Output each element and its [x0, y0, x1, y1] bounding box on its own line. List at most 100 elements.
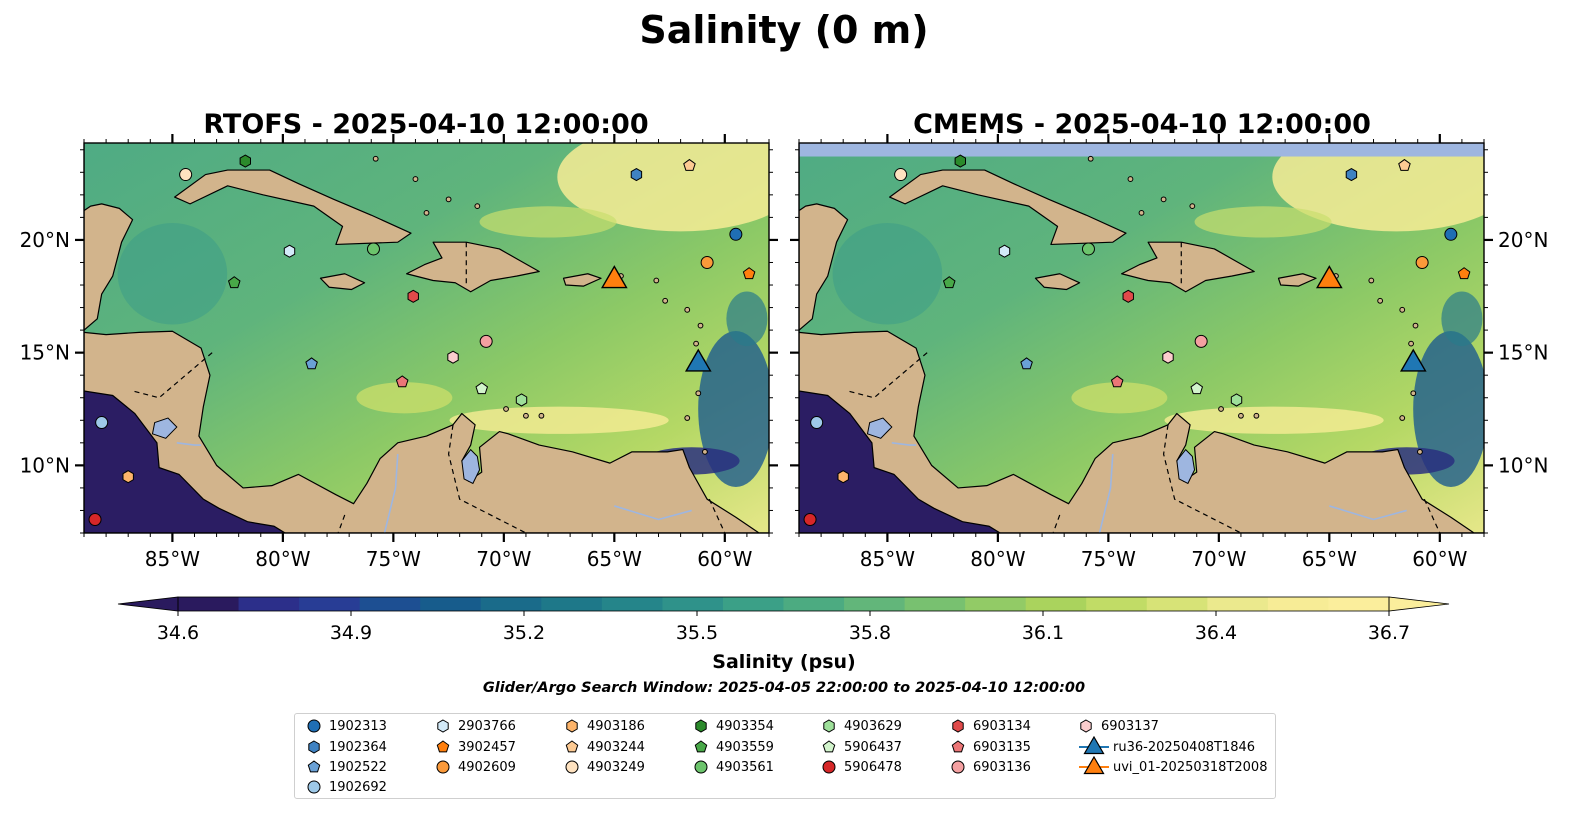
legend-item-4903249: 4903249: [565, 757, 645, 777]
float-marker-1902522: [1020, 357, 1033, 370]
float-marker-2903766: [283, 244, 296, 258]
island: [695, 390, 702, 397]
legend-item-5906437: 5906437: [822, 737, 902, 757]
land-jamaica: [319, 273, 366, 291]
legend-marker-6903135: [951, 740, 965, 753]
legend-item-6903136: 6903136: [951, 757, 1031, 777]
island: [1218, 406, 1224, 412]
legend-label: 4903561: [716, 759, 774, 775]
legend-label: 6903136: [973, 759, 1031, 775]
land-jamaica: [1034, 273, 1081, 291]
float-marker-1902692: [810, 416, 824, 430]
river: [383, 454, 399, 533]
float-marker-4902609: [700, 255, 714, 269]
island: [1189, 203, 1196, 210]
island: [702, 448, 708, 455]
legend-marker-6903136: [951, 760, 965, 774]
island: [1127, 176, 1134, 182]
legend-marker: [1079, 756, 1109, 775]
map-frame: [798, 142, 1485, 534]
legend-item-4903354: 4903354: [694, 716, 774, 736]
float-marker-4903249: [894, 168, 908, 182]
search-window-text: Glider/Argo Search Window: 2025-04-05 22…: [483, 680, 1085, 696]
float-marker-4903559: [227, 276, 241, 289]
glider-marker-ru36-20250408T1846: [1399, 348, 1427, 372]
float-marker-1902313: [1444, 227, 1458, 241]
float-marker-1902364: [1345, 167, 1358, 182]
legend-marker: [823, 719, 835, 733]
legend-label: 4903186: [587, 718, 645, 734]
colorbar-extend-low: [117, 596, 179, 612]
river: [1329, 505, 1407, 521]
colorbar-extend-high: [1388, 596, 1450, 612]
colorbar-tick-label: 35.8: [849, 622, 891, 644]
float-marker-6903135: [1110, 375, 1124, 388]
island: [503, 406, 509, 412]
colorbar-segment: [722, 597, 785, 611]
legend-item-3902457: 3902457: [436, 737, 516, 757]
float-marker-1902364: [630, 167, 643, 182]
island: [697, 322, 704, 329]
legend-label: 4903559: [716, 739, 774, 755]
lon-tick-label: 80°W: [255, 547, 310, 571]
float-marker-4903354: [239, 154, 252, 168]
legend-marker-uvi_01-20250318T2008: [1083, 756, 1105, 775]
legend-marker-1902692: [307, 780, 321, 794]
lat-tick-label: 10°N: [20, 453, 70, 477]
legend-label: 4902609: [458, 759, 516, 775]
island: [1410, 390, 1417, 397]
island: [1160, 196, 1167, 203]
river: [176, 442, 202, 446]
high-salinity-patch: [1272, 143, 1484, 232]
island: [693, 340, 699, 347]
colorbar-segment: [238, 597, 300, 611]
colorbar-segment: [1086, 597, 1148, 611]
float-marker-6903135: [395, 375, 409, 388]
high-salinity-patch: [557, 143, 769, 232]
lat-tick-label: 10°N: [1498, 453, 1548, 477]
lake-maracaibo: [461, 448, 481, 485]
float-marker-5906437: [475, 382, 489, 395]
legend-label: 1902692: [329, 779, 387, 795]
cmems-map-panel: 85°W 80°W 75°W 70°W 65°W 60°W 20°N 15°N 10°N: [790, 134, 1548, 571]
legend-item-1902522: 1902522: [307, 757, 387, 777]
island: [445, 196, 452, 203]
lon-tick-label: 70°W: [1191, 547, 1246, 571]
legend-label: 4903244: [587, 739, 645, 755]
colorbar-segment: [965, 597, 1027, 611]
lon-tick-label: 80°W: [970, 547, 1025, 571]
lon-tick-label: 60°W: [697, 547, 752, 571]
float-marker-4903244: [1398, 158, 1411, 171]
float-marker-3902457: [1457, 267, 1471, 280]
colorbar-segment: [904, 597, 966, 611]
legend-label: 5906437: [844, 739, 902, 755]
legend-marker-4903629: [823, 719, 835, 733]
legend-marker: [951, 740, 965, 753]
legend-marker: [565, 760, 579, 774]
legend-item-6903135: 6903135: [951, 737, 1031, 757]
legend-marker-4902609: [436, 760, 450, 774]
legend-marker-4903244: [565, 740, 579, 753]
colorbar-segment: [1207, 597, 1269, 611]
colorbar-tick-label: 36.1: [1022, 622, 1064, 644]
high-salinity-patch: [449, 406, 669, 434]
lon-tick-label: 75°W: [1081, 547, 1136, 571]
legend-label: ru36-20250408T1846: [1113, 739, 1256, 755]
legend-item-ru36-20250408T1846: ru36-20250408T1846: [1079, 736, 1256, 757]
float-marker-4903561: [1081, 242, 1095, 256]
legend-marker-5906478: [822, 760, 836, 774]
lon-tick-label: 85°W: [860, 547, 915, 571]
legend-item-4903561: 4903561: [694, 757, 774, 777]
land-cuba: [888, 169, 1127, 246]
legend-item-2903766: 2903766: [436, 716, 516, 736]
float-marker-6903136: [479, 334, 493, 348]
legend-label: 6903137: [1101, 718, 1159, 734]
low-salinity-plume: [698, 331, 769, 487]
glider-marker-ru36-20250408T1846: [684, 348, 712, 372]
legend-item-6903134: 6903134: [951, 716, 1031, 736]
island: [1138, 209, 1145, 216]
colorbar-segment: [541, 597, 603, 611]
island: [1412, 322, 1419, 329]
legend-label: 1902364: [329, 739, 387, 755]
colorbar-segment: [844, 597, 906, 611]
